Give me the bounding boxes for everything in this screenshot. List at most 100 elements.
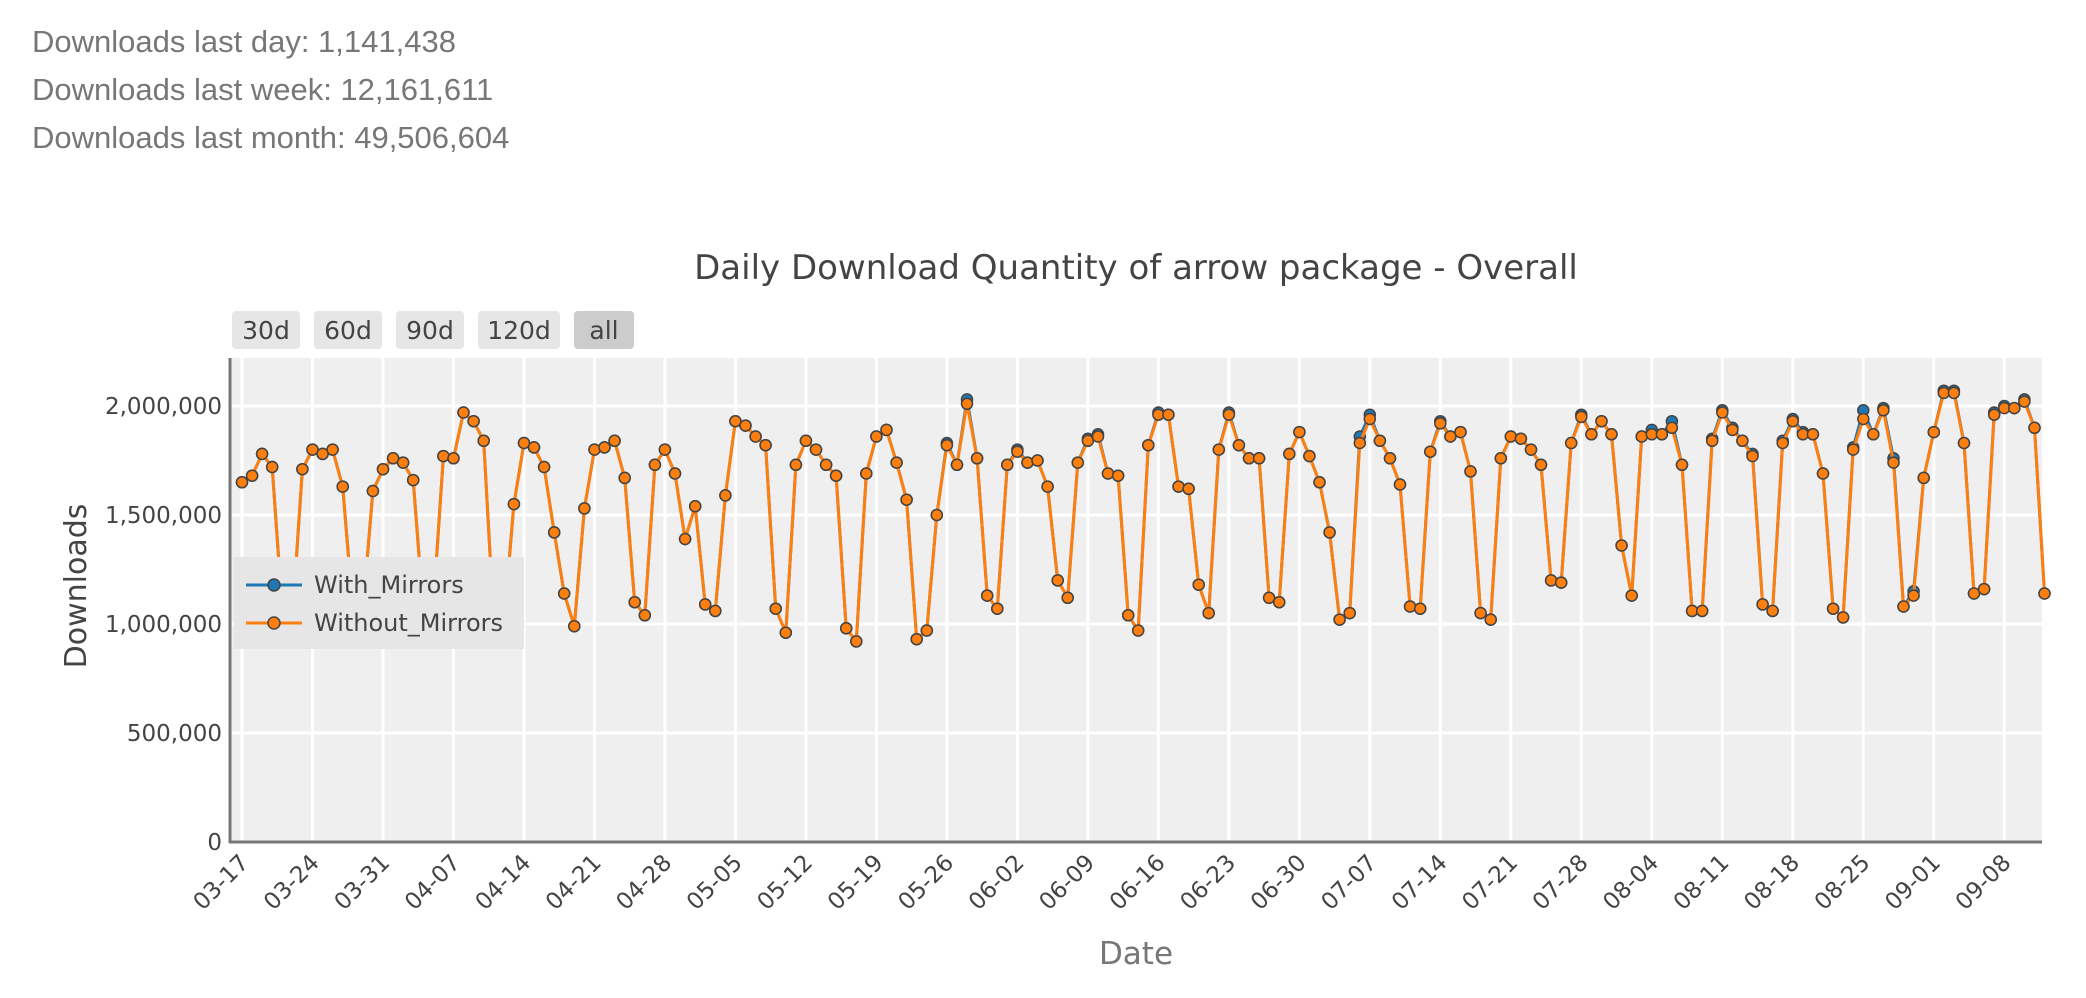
data-point (1142, 438, 1155, 452)
data-point (860, 467, 873, 480)
range-button-90d[interactable]: 90d (396, 311, 464, 349)
range-button-all[interactable]: all (574, 311, 634, 349)
data-point (1293, 425, 1306, 439)
x-tick-label: 05-19 (823, 850, 889, 916)
data-point (1544, 574, 1558, 587)
data-point (517, 436, 531, 450)
series-layer (235, 384, 2051, 648)
data-point (1403, 600, 1417, 613)
x-tick-label: 07-14 (1387, 850, 1453, 916)
data-point (1857, 412, 1870, 426)
x-tick-label: 08-25 (1810, 850, 1876, 916)
data-point (568, 619, 581, 633)
data-point (1111, 469, 1125, 482)
data-point (1011, 445, 1024, 458)
x-axis-ticks: 03-17 03-24 03-31 04-07 04-14 04-21 04-28 05-05… (189, 850, 2017, 916)
data-point (1625, 589, 1638, 602)
data-point (1283, 447, 1296, 461)
data-point (1031, 454, 1044, 467)
range-button-30d[interactable]: 30d (232, 311, 300, 349)
data-point (296, 462, 309, 476)
x-tick-label: 08-11 (1669, 850, 1735, 916)
data-point (1343, 606, 1356, 620)
data-point (1716, 406, 1729, 419)
x-tick-label: 07-07 (1316, 850, 1382, 916)
data-point (1333, 613, 1346, 626)
data-point (1947, 386, 1961, 400)
data-point (698, 598, 712, 611)
data-point (1303, 449, 1316, 463)
data-point (1353, 436, 1367, 450)
data-point (1363, 412, 1377, 426)
data-point (1232, 438, 1246, 452)
data-point (1494, 452, 1508, 465)
data-point (829, 469, 843, 482)
data-point (1444, 430, 1457, 443)
data-point (1826, 602, 1840, 615)
data-point (749, 430, 762, 443)
data-point (1434, 417, 1447, 430)
data-point (900, 493, 913, 506)
data-point (809, 443, 823, 456)
y-tick-label: 1,000,000 (105, 612, 222, 638)
data-point (1554, 576, 1568, 589)
range-button-label: all (589, 316, 618, 345)
data-point (658, 443, 672, 456)
data-point (326, 443, 339, 456)
data-point (376, 462, 390, 476)
x-tick-label: 04-21 (541, 850, 607, 916)
data-point (1524, 443, 1538, 456)
data-point (1162, 408, 1175, 421)
legend-label: Without_Mirrors (314, 609, 503, 637)
legend-item-without-mirrors[interactable]: Without_Mirrors (246, 609, 503, 637)
data-point (970, 452, 984, 465)
data-point (1464, 465, 1477, 478)
data-point (1867, 428, 1880, 441)
data-point (1192, 578, 1205, 591)
data-point (950, 458, 964, 472)
data-point (648, 458, 662, 472)
data-point (779, 626, 793, 639)
data-point (1021, 456, 1034, 469)
data-point (1746, 449, 1759, 463)
y-axis-title: Downloads (59, 504, 94, 669)
x-tick-label: 06-30 (1246, 850, 1312, 916)
data-point (1987, 408, 2001, 421)
x-tick-label: 08-18 (1739, 850, 1805, 916)
data-point (1575, 410, 1588, 424)
data-point (719, 489, 732, 502)
x-tick-label: 05-05 (682, 850, 748, 916)
data-point (1172, 480, 1185, 493)
data-point (396, 456, 410, 469)
data-point (1252, 452, 1266, 465)
data-point (1726, 423, 1739, 437)
data-point (1836, 611, 1850, 624)
legend: With_Mirrors Without_Mirrors (234, 557, 524, 649)
data-point (1967, 587, 1981, 600)
data-point (1705, 434, 1719, 448)
range-button-120d[interactable]: 120d (478, 311, 560, 349)
x-tick-label: 05-26 (893, 850, 959, 916)
range-button-60d[interactable]: 60d (314, 311, 382, 349)
stat-last-month: Downloads last month: 49,506,604 (32, 120, 510, 155)
data-point (1665, 421, 1679, 435)
data-point (306, 443, 319, 456)
data-point (1695, 604, 1709, 618)
data-point (437, 449, 450, 463)
stat-last-day: Downloads last day: 1,141,438 (32, 24, 456, 59)
data-point (1897, 600, 1910, 613)
x-tick-label: 03-17 (189, 850, 255, 916)
data-point (235, 476, 249, 489)
x-tick-label: 06-02 (964, 850, 1030, 916)
legend-item-with-mirrors[interactable]: With_Mirrors (246, 571, 464, 599)
legend-marker (267, 616, 281, 630)
y-tick-label: 0 (207, 830, 222, 856)
legend-label: With_Mirrors (314, 571, 464, 599)
data-point (1101, 467, 1115, 480)
data-point (2018, 395, 2031, 408)
data-point (598, 441, 611, 454)
data-point (1051, 574, 1064, 587)
data-point (1776, 436, 1789, 450)
x-axis-title: Date (1099, 936, 1173, 972)
